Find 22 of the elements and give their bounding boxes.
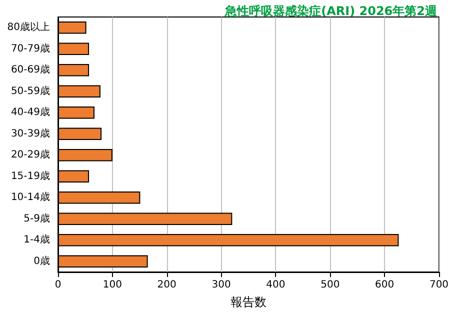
y-tick-label: 60-69歳 xyxy=(10,64,50,76)
x-tick-label: 600 xyxy=(375,280,394,290)
y-tick-label: 20-29歳 xyxy=(10,148,50,161)
y-tick-label: 0歳 xyxy=(34,254,50,267)
y-tick-label: 50-59歳 xyxy=(10,84,50,97)
x-tick-label: 0 xyxy=(54,280,62,290)
chart-title: 急性呼吸器感染症(ARI) 2026年第2週 xyxy=(224,4,438,18)
y-tick-label: 10-14歳 xyxy=(10,191,50,204)
x-tick-label: 300 xyxy=(212,280,231,290)
x-tick-label: 100 xyxy=(102,280,122,290)
y-tick-label: 70-79歳 xyxy=(10,42,50,54)
y-tick-label: 40-49歳 xyxy=(10,106,50,118)
y-tick-label: 30-39歳 xyxy=(10,127,50,140)
x-tick-label: 500 xyxy=(320,280,340,290)
y-tick-label: 5-9歳 xyxy=(24,212,50,224)
y-tick-label: 80歳以上 xyxy=(7,21,50,34)
y-tick-label: 1-4歳 xyxy=(24,234,50,246)
x-tick-label: 200 xyxy=(157,280,176,290)
y-tick-label: 15-19歳 xyxy=(10,170,50,182)
x-tick-label: 700 xyxy=(429,280,449,290)
x-tick-label: 400 xyxy=(266,280,286,290)
x-axis-title: 報告数 xyxy=(230,295,266,309)
